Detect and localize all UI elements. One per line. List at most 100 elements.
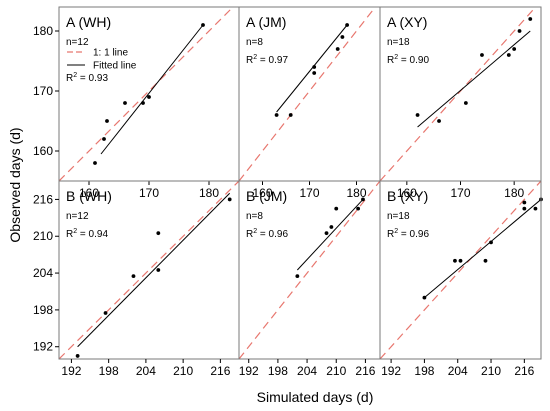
data-point [329, 225, 334, 229]
data-point [512, 47, 517, 51]
panel-title: B (WH) [66, 188, 112, 204]
panel-frame [379, 6, 542, 182]
data-point [463, 101, 468, 105]
x-tick-label: 192 [61, 364, 81, 378]
data-point [102, 137, 106, 141]
data-point [437, 119, 441, 123]
data-point [324, 231, 329, 236]
r2-label: R2 = 0.90 [387, 54, 429, 66]
data-point [480, 53, 484, 57]
data-point [147, 95, 151, 99]
panel-title: A (JM) [246, 14, 286, 30]
panel-6: 192 198 204 210 216 B (XY) n=18 R2 = 0.96 [379, 180, 543, 378]
one-to-one-line [59, 181, 239, 359]
x-tick-label: 210 [326, 364, 346, 378]
x-tick-label: 210 [481, 364, 501, 378]
data-point [312, 65, 317, 69]
one-to-one-line [380, 181, 541, 359]
x-tick-label: 198 [414, 364, 434, 378]
data-point [201, 23, 205, 27]
data-point [458, 258, 463, 263]
data-point [274, 113, 279, 117]
x-tick-label: 170 [450, 186, 470, 200]
data-point [361, 197, 365, 202]
x-tick-label: 180 [199, 186, 219, 200]
data-point [356, 206, 361, 211]
data-point [528, 17, 533, 21]
data-point [422, 295, 427, 300]
n-label: n=18 [387, 211, 410, 222]
data-point [522, 206, 527, 211]
data-point [105, 119, 109, 123]
panel-2: 160 170 180 A (JM) n=8 R2 = 0.97 [238, 6, 381, 200]
one-to-one-line [59, 7, 234, 181]
y-tick-label: 170 [33, 84, 53, 98]
panel-title: B (JM) [246, 188, 287, 204]
data-point [103, 311, 108, 315]
x-tick-label: 204 [136, 364, 156, 378]
data-point [506, 53, 511, 57]
data-point [335, 47, 340, 51]
panel-title: A (XY) [387, 14, 427, 30]
data-point [345, 23, 349, 27]
one-to-one-line [239, 181, 380, 359]
data-point [415, 113, 420, 117]
x-tick-label: 192 [239, 364, 259, 378]
x-axis-label: Simulated days (d) [257, 389, 374, 405]
panel-frame [379, 180, 542, 360]
x-tick-label: 216 [514, 364, 534, 378]
legend-one-to-one-label: 1: 1 line [93, 48, 128, 59]
panel-1: 160 170 180 160 170 180 A (WH) n=12 R2 = 0.93 1: … [33, 6, 240, 200]
x-tick-label: 160 [397, 186, 417, 200]
panel-5: 192 198 204 210 216 B (JM) n=8 R2 = 0.96 [238, 180, 381, 378]
data-point [340, 35, 345, 39]
r2-label: R2 = 0.96 [246, 228, 288, 240]
x-tick-label: 198 [99, 364, 119, 378]
data-point [93, 161, 97, 165]
x-tick-label: 210 [173, 364, 193, 378]
y-tick-label: 192 [33, 340, 53, 354]
fitted-line [417, 30, 531, 128]
y-tick-label: 180 [33, 24, 53, 38]
panels-group: 160 170 180 160 170 180 A (WH) n=12 R2 = 0.93 1: … [33, 6, 543, 378]
fitted-line [77, 192, 231, 348]
data-point [141, 101, 145, 105]
one-to-one-line [239, 7, 376, 181]
y-tick-label: 204 [33, 266, 53, 280]
n-label: n=12 [66, 37, 89, 48]
data-point [334, 206, 339, 211]
data-point [295, 274, 300, 279]
y-axis-label: Observed days (d) [7, 127, 23, 242]
x-tick-label: 170 [299, 186, 319, 200]
x-tick-label: 204 [297, 364, 317, 378]
x-tick-label: 160 [252, 186, 272, 200]
x-tick-label: 160 [79, 186, 99, 200]
n-label: n=8 [246, 211, 263, 222]
data-point [123, 101, 127, 105]
y-tick-label: 216 [33, 192, 53, 206]
n-label: n=18 [387, 37, 410, 48]
data-point [227, 197, 232, 202]
x-tick-label: 204 [448, 364, 468, 378]
panel-title: B (XY) [387, 188, 428, 204]
data-point [517, 29, 522, 33]
one-to-one-line [380, 7, 537, 181]
data-point [75, 354, 80, 358]
y-tick-label: 160 [33, 144, 53, 158]
data-point [312, 71, 317, 75]
data-point [156, 231, 161, 236]
r2-label: R2 = 0.94 [66, 228, 108, 240]
data-point [483, 258, 488, 263]
x-tick-label: 216 [210, 364, 230, 378]
x-tick-label: 216 [355, 364, 375, 378]
x-tick-label: 192 [381, 364, 401, 378]
panel-3: 160 170 180 A (XY) n=18 R2 = 0.90 [379, 6, 542, 200]
data-point [522, 200, 527, 205]
data-point [489, 240, 493, 245]
fitted-line [276, 24, 348, 113]
data-point [453, 258, 457, 263]
fitted-line [100, 24, 204, 155]
r2-label: R2 = 0.96 [387, 228, 429, 240]
y-tick-label: 198 [33, 303, 53, 317]
